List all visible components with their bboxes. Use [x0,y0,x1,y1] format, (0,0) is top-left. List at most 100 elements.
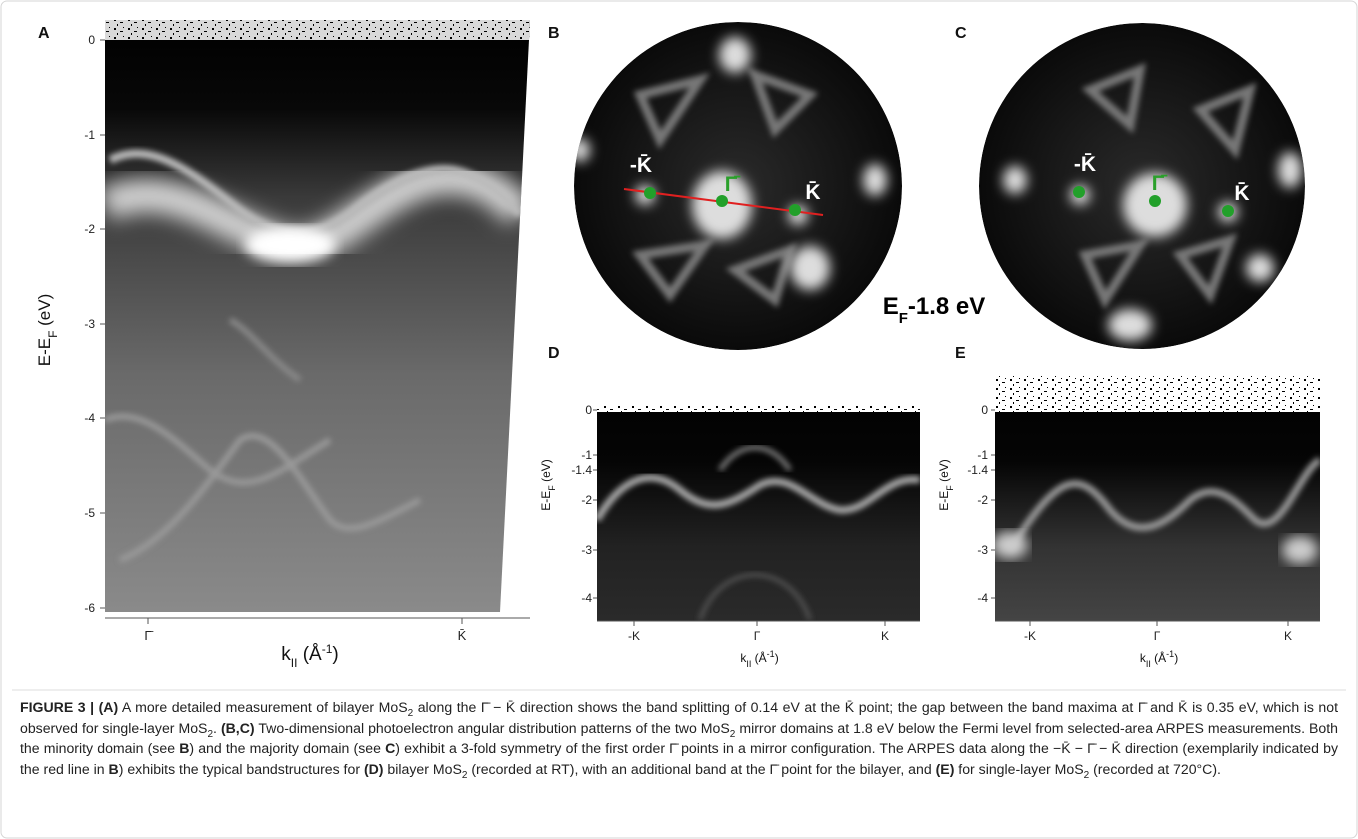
y-axis-label: E-EF (eV) [539,459,557,511]
caption-text: 2 [1083,769,1090,781]
y-tick-label: -6 [84,601,95,615]
energy-label-part: -1.8 eV [908,293,985,320]
caption-text: C [385,740,396,757]
panel-letter: A [38,25,50,42]
y-axis-label: E-EF (eV) [937,459,955,511]
figure-caption: FIGURE 3 | (A) A more detailed measureme… [20,697,1338,781]
x-axis-label-part: ) [332,644,338,665]
panel-letter: D [548,345,560,362]
y-tick-label: 0 [88,33,95,47]
caption-text: along the Γ̄ − K̄ direction shows the ba… [20,699,1338,736]
caption-text: (A) [98,699,119,715]
y-tick-label: -5 [84,506,95,520]
k-point [1073,186,1085,198]
k-point-label: -K̄ [1074,153,1096,176]
k-point-label: -K̄ [630,154,652,177]
y-axis-label-part: F [46,331,60,338]
x-axis-label-part: k [740,651,747,665]
k-point [1149,195,1161,207]
caption-text: . [213,719,221,736]
y-tick-label: -1.4 [571,463,592,477]
caption-text: B [108,760,119,777]
x-axis-label: kII (Å-1) [1140,649,1178,669]
caption-text: FIGURE 3 | [20,699,99,715]
y-tick-label: -4 [977,591,988,605]
panel-b-image [574,22,902,350]
k-point-label: K̄ [1234,182,1249,205]
y-tick-label: -2 [581,493,592,507]
panel-e-image [995,376,1320,622]
y-tick-label: -1 [84,128,95,142]
panel-letter: B [548,25,560,42]
y-axis-label-part: (eV) [35,294,54,331]
k-point [644,187,656,199]
x-axis-label-part: II [291,656,298,670]
x-tick-label: K [881,629,889,643]
y-tick-label: -4 [581,591,592,605]
y-axis-label-part: (eV) [937,459,951,485]
energy-label-part: F [899,310,908,327]
x-tick-label: -K [1024,629,1036,643]
y-axis-label: E-EF (eV) [35,294,60,367]
x-tick-label: K̄ [458,628,467,643]
y-axis-label-part: E-E [539,491,553,511]
x-axis-label: kII (Å-1) [281,642,338,670]
x-axis-label-part: II [746,659,751,669]
panel-letter: E [955,345,966,362]
x-axis-label-part: -1 [1166,649,1174,659]
caption-text: 2 [207,728,214,740]
y-axis-label-part: E-E [35,338,54,366]
caption-text: bilayer MoS [383,760,462,777]
caption-text: 2 [407,707,414,719]
x-tick-label: Γ [754,629,761,643]
y-tick-label: -2 [977,493,988,507]
y-tick-label: 0 [585,403,592,417]
y-tick-label: -1.4 [967,463,988,477]
x-axis-label-part: II [1146,659,1151,669]
y-tick-label: -2 [84,222,95,236]
panel-letter: C [955,25,967,42]
x-tick-label: K [1284,629,1292,643]
x-axis-label-part: -1 [767,649,775,659]
caption-text: (recorded at 720°C). [1089,760,1221,777]
x-axis-label-part: k [281,644,291,665]
y-tick-label: -3 [977,543,988,557]
y-tick-label: -3 [84,317,95,331]
caption-text: for single-layer MoS [954,760,1084,777]
y-tick-label: 0 [981,403,988,417]
y-axis-label-part: F [547,485,557,491]
x-axis-label-part: k [1140,651,1147,665]
x-axis-label-part: ) [1174,651,1178,665]
x-tick-label: Γ [1154,629,1161,643]
x-tick-label: -K [628,629,640,643]
caption-text: A more detailed measurement of bilayer M… [118,699,408,715]
panel-c-image [979,23,1305,349]
k-point-label: Γ̄ [725,173,742,196]
caption-text: ) exhibits the typical bandstructures fo… [118,760,364,777]
y-axis-label-part: E-E [937,491,951,511]
caption-text: B [179,740,190,757]
k-point [716,195,728,207]
caption-text: ) and the majority domain (see [189,740,386,757]
caption-text: 2 [729,728,736,740]
caption-text: mirror domains at 1.8 eV below the Fermi… [20,719,1338,757]
x-axis-label-part: (Å [1151,650,1166,665]
k-point-label: Γ̄ [1152,172,1169,195]
y-tick-label: -4 [84,411,95,425]
caption-text: (recorded at RT), with an additional ban… [467,760,936,777]
caption-text: (E) [935,760,955,777]
energy-label: EF-1.8 eV [883,293,986,327]
x-axis-label-part: ) [775,651,779,665]
panel-d-image [597,376,920,622]
panel-a-image [105,20,530,619]
x-axis-label: kII (Å-1) [740,649,778,669]
x-axis-label-part: -1 [322,642,333,656]
y-tick-label: -1 [581,448,592,462]
caption-text: Two-dimensional photoelectron angular di… [254,719,730,736]
caption-text: 2 [461,769,468,781]
y-axis-label-part: F [945,485,955,491]
x-tick-label: Γ̄ [144,628,153,643]
y-axis-label-part: (eV) [539,459,553,485]
